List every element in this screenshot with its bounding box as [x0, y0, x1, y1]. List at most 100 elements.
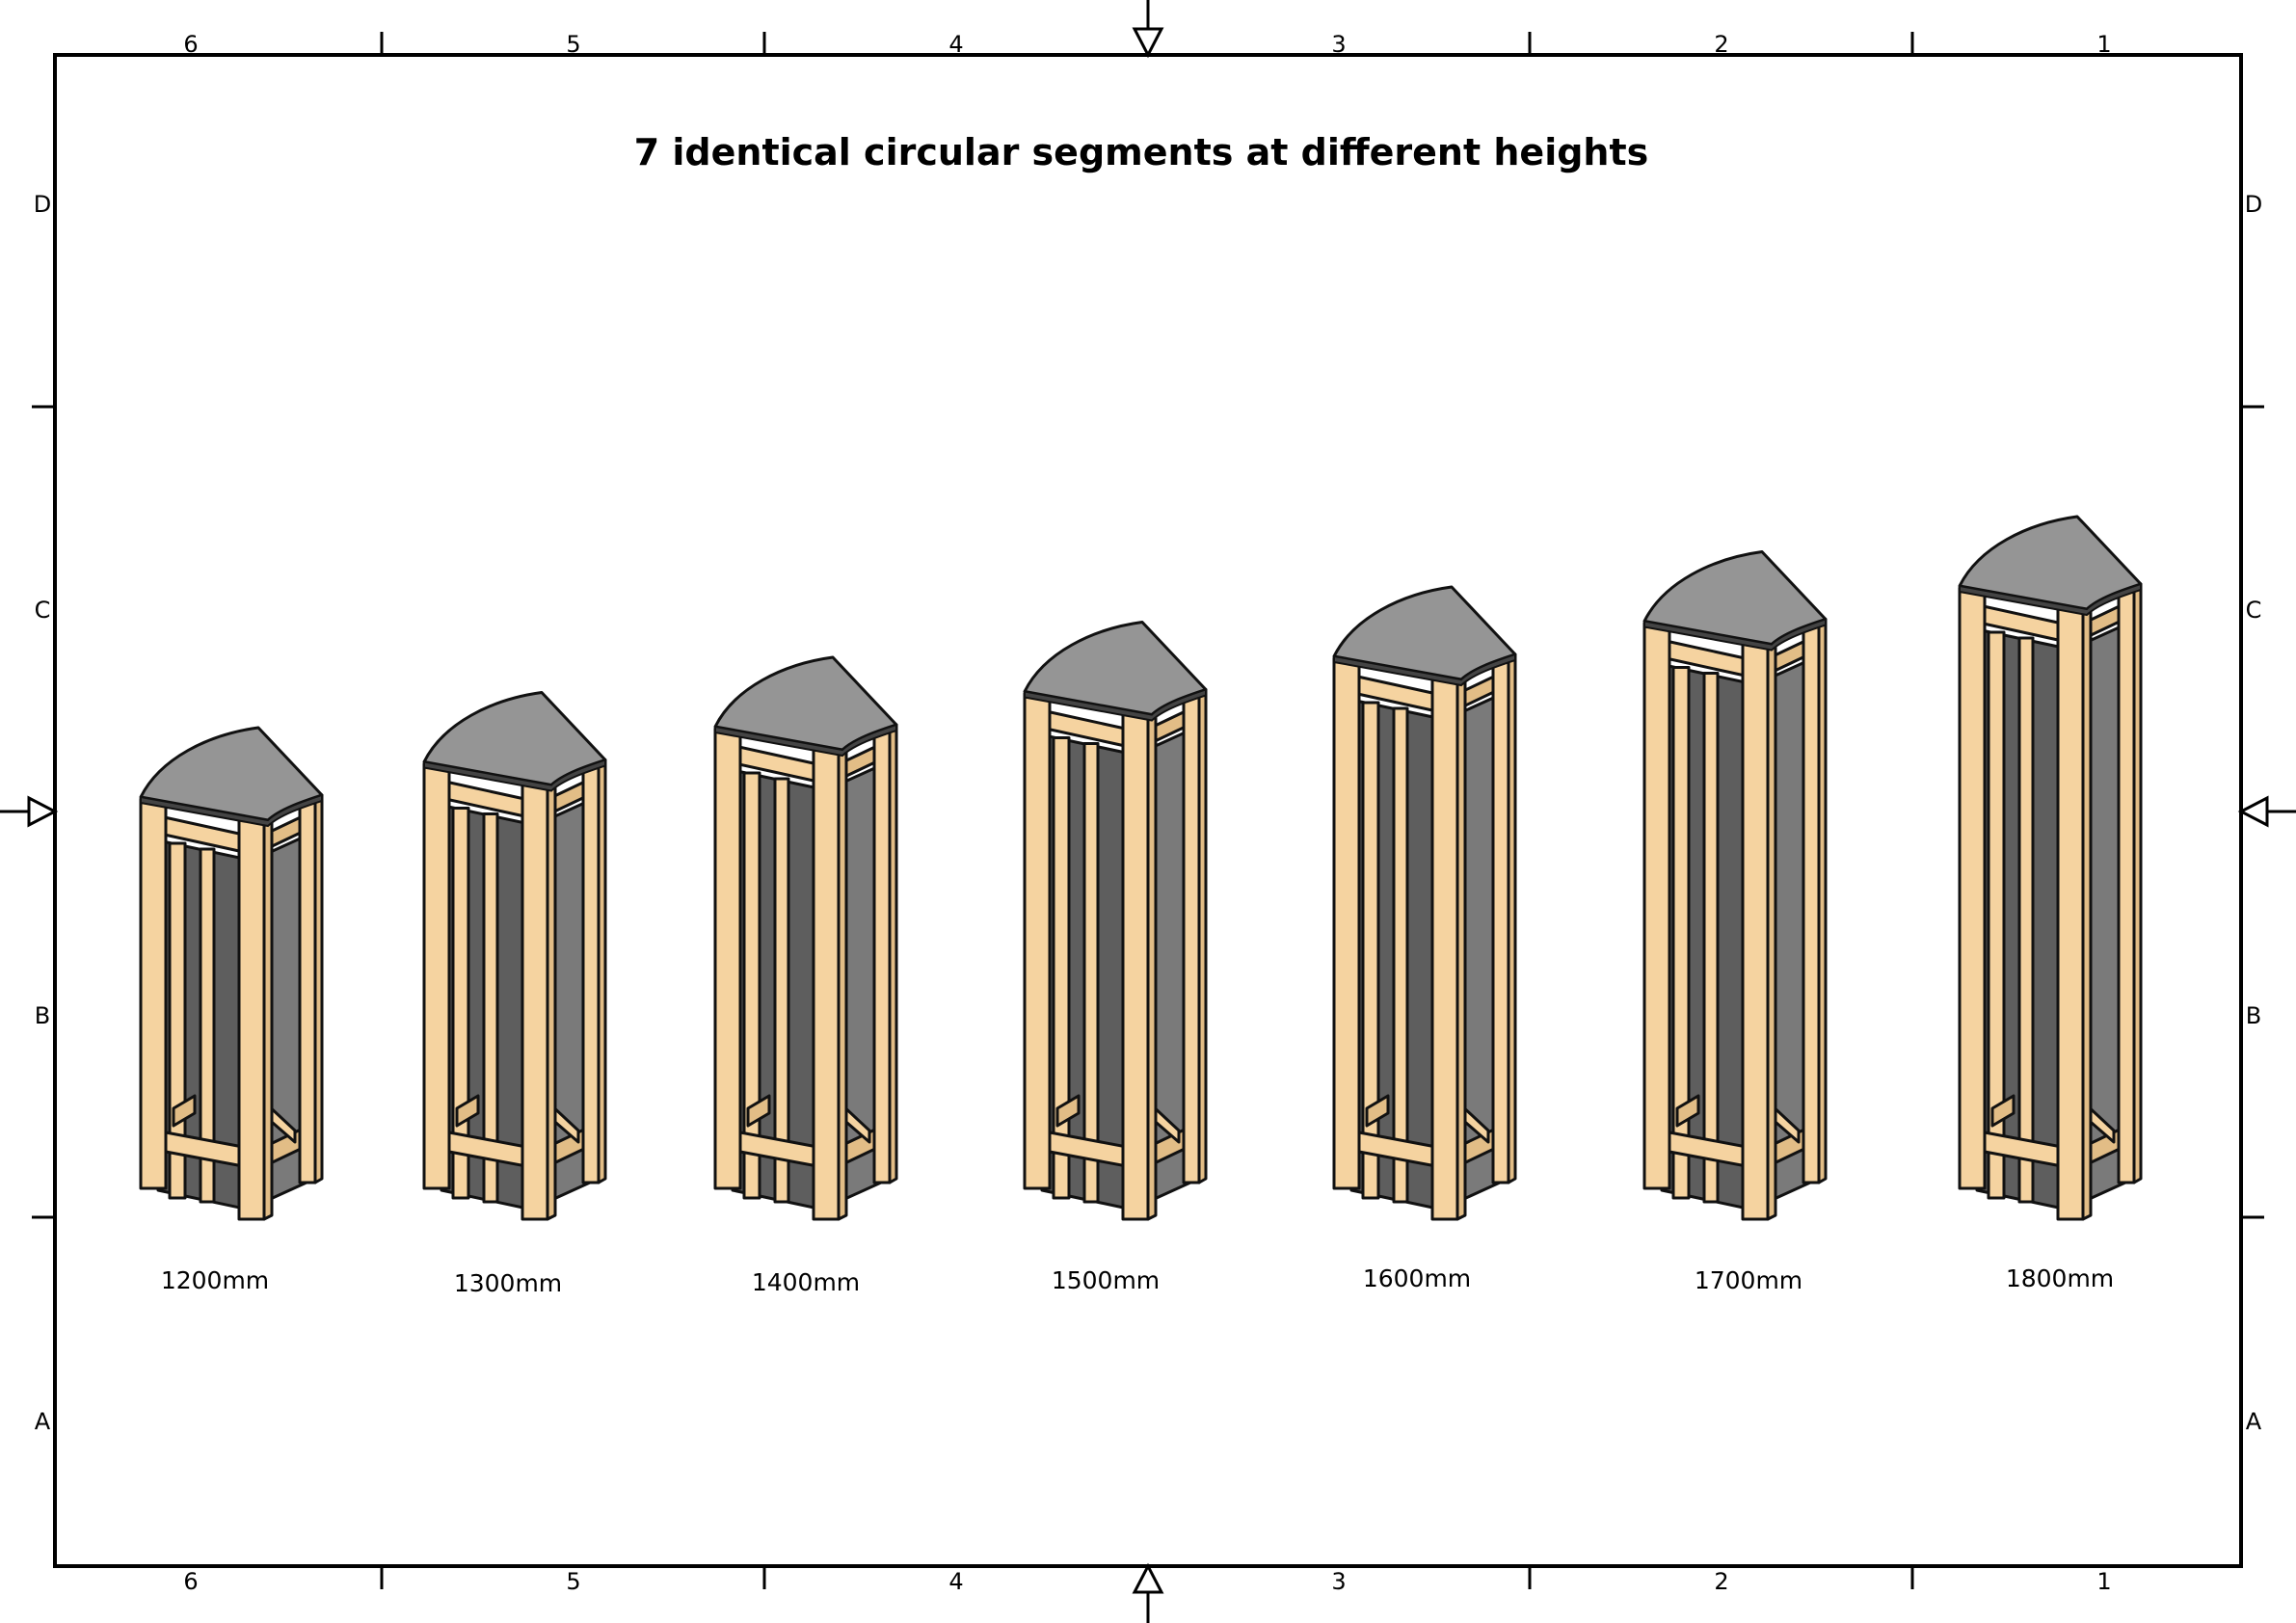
inner-stud [1052, 736, 1071, 1200]
inner-stud [1082, 742, 1100, 1204]
corner-post [521, 784, 549, 1221]
row-label-right: A [2246, 1408, 2262, 1435]
inner-stud [1702, 672, 1720, 1204]
post-side [1766, 639, 1777, 1221]
inner-stud [1361, 701, 1380, 1200]
inner-stud [199, 847, 216, 1204]
height-label: 1200mm [161, 1266, 269, 1294]
column-label-bottom: 1 [2096, 1568, 2111, 1595]
top-cap-edge [1333, 652, 1516, 687]
row-label-right: B [2246, 1002, 2261, 1029]
row-label-left: A [35, 1408, 51, 1435]
inner-stud [1987, 630, 2006, 1200]
corner-post [1642, 622, 1671, 1190]
segment-1500 [1023, 621, 1208, 1221]
dimension-labels: 1200mm 1300mm 1400mm 1500mm 1600mm 1700m… [161, 1264, 2114, 1297]
column-label-top: 5 [566, 31, 580, 58]
column-label-bottom: 2 [1714, 1568, 1728, 1595]
column-label-top: 1 [2096, 31, 2111, 58]
row-label-left: D [34, 191, 51, 218]
post-side [262, 814, 274, 1221]
corner-post [1182, 692, 1201, 1184]
corner-post [713, 727, 742, 1190]
corner-post [1491, 656, 1510, 1184]
inner-stud [742, 771, 761, 1200]
height-label: 1400mm [752, 1268, 860, 1296]
row-label-right: D [2245, 191, 2262, 218]
top-cap-edge [140, 793, 323, 828]
top-cap-edge [423, 758, 606, 792]
height-label: 1600mm [1363, 1264, 1471, 1292]
post-side [1455, 674, 1467, 1221]
corner-block [1675, 1094, 1700, 1128]
row-label-left: B [35, 1002, 50, 1029]
corner-block [1990, 1094, 2016, 1128]
post-side [2081, 603, 2093, 1221]
corner-block [455, 1094, 480, 1128]
corner-post [1023, 692, 1052, 1190]
inner-stud [451, 807, 470, 1200]
inner-stud [1392, 706, 1409, 1204]
post-side [1146, 709, 1158, 1221]
corner-post [1741, 643, 1770, 1221]
row-label-right: C [2246, 597, 2262, 624]
column-label-bottom: 3 [1331, 1568, 1346, 1595]
height-label: 1500mm [1052, 1266, 1160, 1294]
inner-stud [2017, 636, 2035, 1204]
corner-block [172, 1094, 197, 1128]
column-label-top: 6 [183, 31, 198, 58]
column-label-bottom: 4 [948, 1568, 963, 1595]
column-label-top: 2 [1714, 31, 1728, 58]
corner-post [872, 727, 892, 1184]
corner-post [422, 762, 451, 1190]
corner-post [1121, 713, 1150, 1221]
corner-post [1430, 678, 1459, 1221]
segment-1600 [1332, 585, 1517, 1221]
height-label: 1700mm [1695, 1266, 1802, 1294]
post-side [888, 723, 898, 1184]
zone-labels: 6 5 4 3 2 1 6 5 4 3 2 1 D C B A D C B A [34, 31, 2262, 1595]
corner-post [581, 762, 601, 1184]
column-label-top: 3 [1331, 31, 1346, 58]
height-label: 1800mm [2006, 1264, 2114, 1292]
segment-1300 [422, 691, 607, 1221]
post-side [837, 744, 848, 1221]
top-cap-edge [1959, 582, 2142, 617]
top-cap-edge [1643, 618, 1827, 652]
top-cap-edge [1024, 688, 1207, 722]
row-ticks [32, 405, 2264, 1219]
corner-post [2117, 586, 2136, 1184]
corner-block [1365, 1094, 1390, 1128]
post-side [1817, 618, 1828, 1184]
corner-block [746, 1094, 771, 1128]
corner-post [298, 797, 317, 1184]
segment-1200 [139, 726, 324, 1221]
corner-post [1958, 586, 1987, 1190]
corner-post [1332, 656, 1361, 1190]
column-ticks [380, 32, 1914, 1589]
post-side [1507, 652, 1517, 1184]
corner-block [1055, 1094, 1081, 1128]
corner-post [237, 818, 266, 1221]
post-side [597, 758, 607, 1184]
post-side [313, 793, 324, 1184]
inner-stud [482, 812, 499, 1204]
top-cap-edge [714, 723, 897, 758]
inner-stud [1671, 666, 1691, 1200]
height-label: 1300mm [454, 1269, 562, 1297]
corner-post [2056, 607, 2085, 1221]
post-side [2132, 582, 2143, 1184]
segments-group [139, 515, 2143, 1221]
corner-post [812, 748, 841, 1221]
post-side [546, 780, 557, 1221]
drawing-title: 7 identical circular segments at differe… [634, 131, 1649, 173]
corner-post [139, 797, 168, 1190]
inner-stud [773, 777, 790, 1204]
segment-1800 [1958, 515, 2143, 1221]
column-label-top: 4 [948, 31, 963, 58]
segment-1700 [1642, 550, 1828, 1221]
segment-1400 [713, 655, 898, 1221]
post-side [1197, 688, 1208, 1184]
